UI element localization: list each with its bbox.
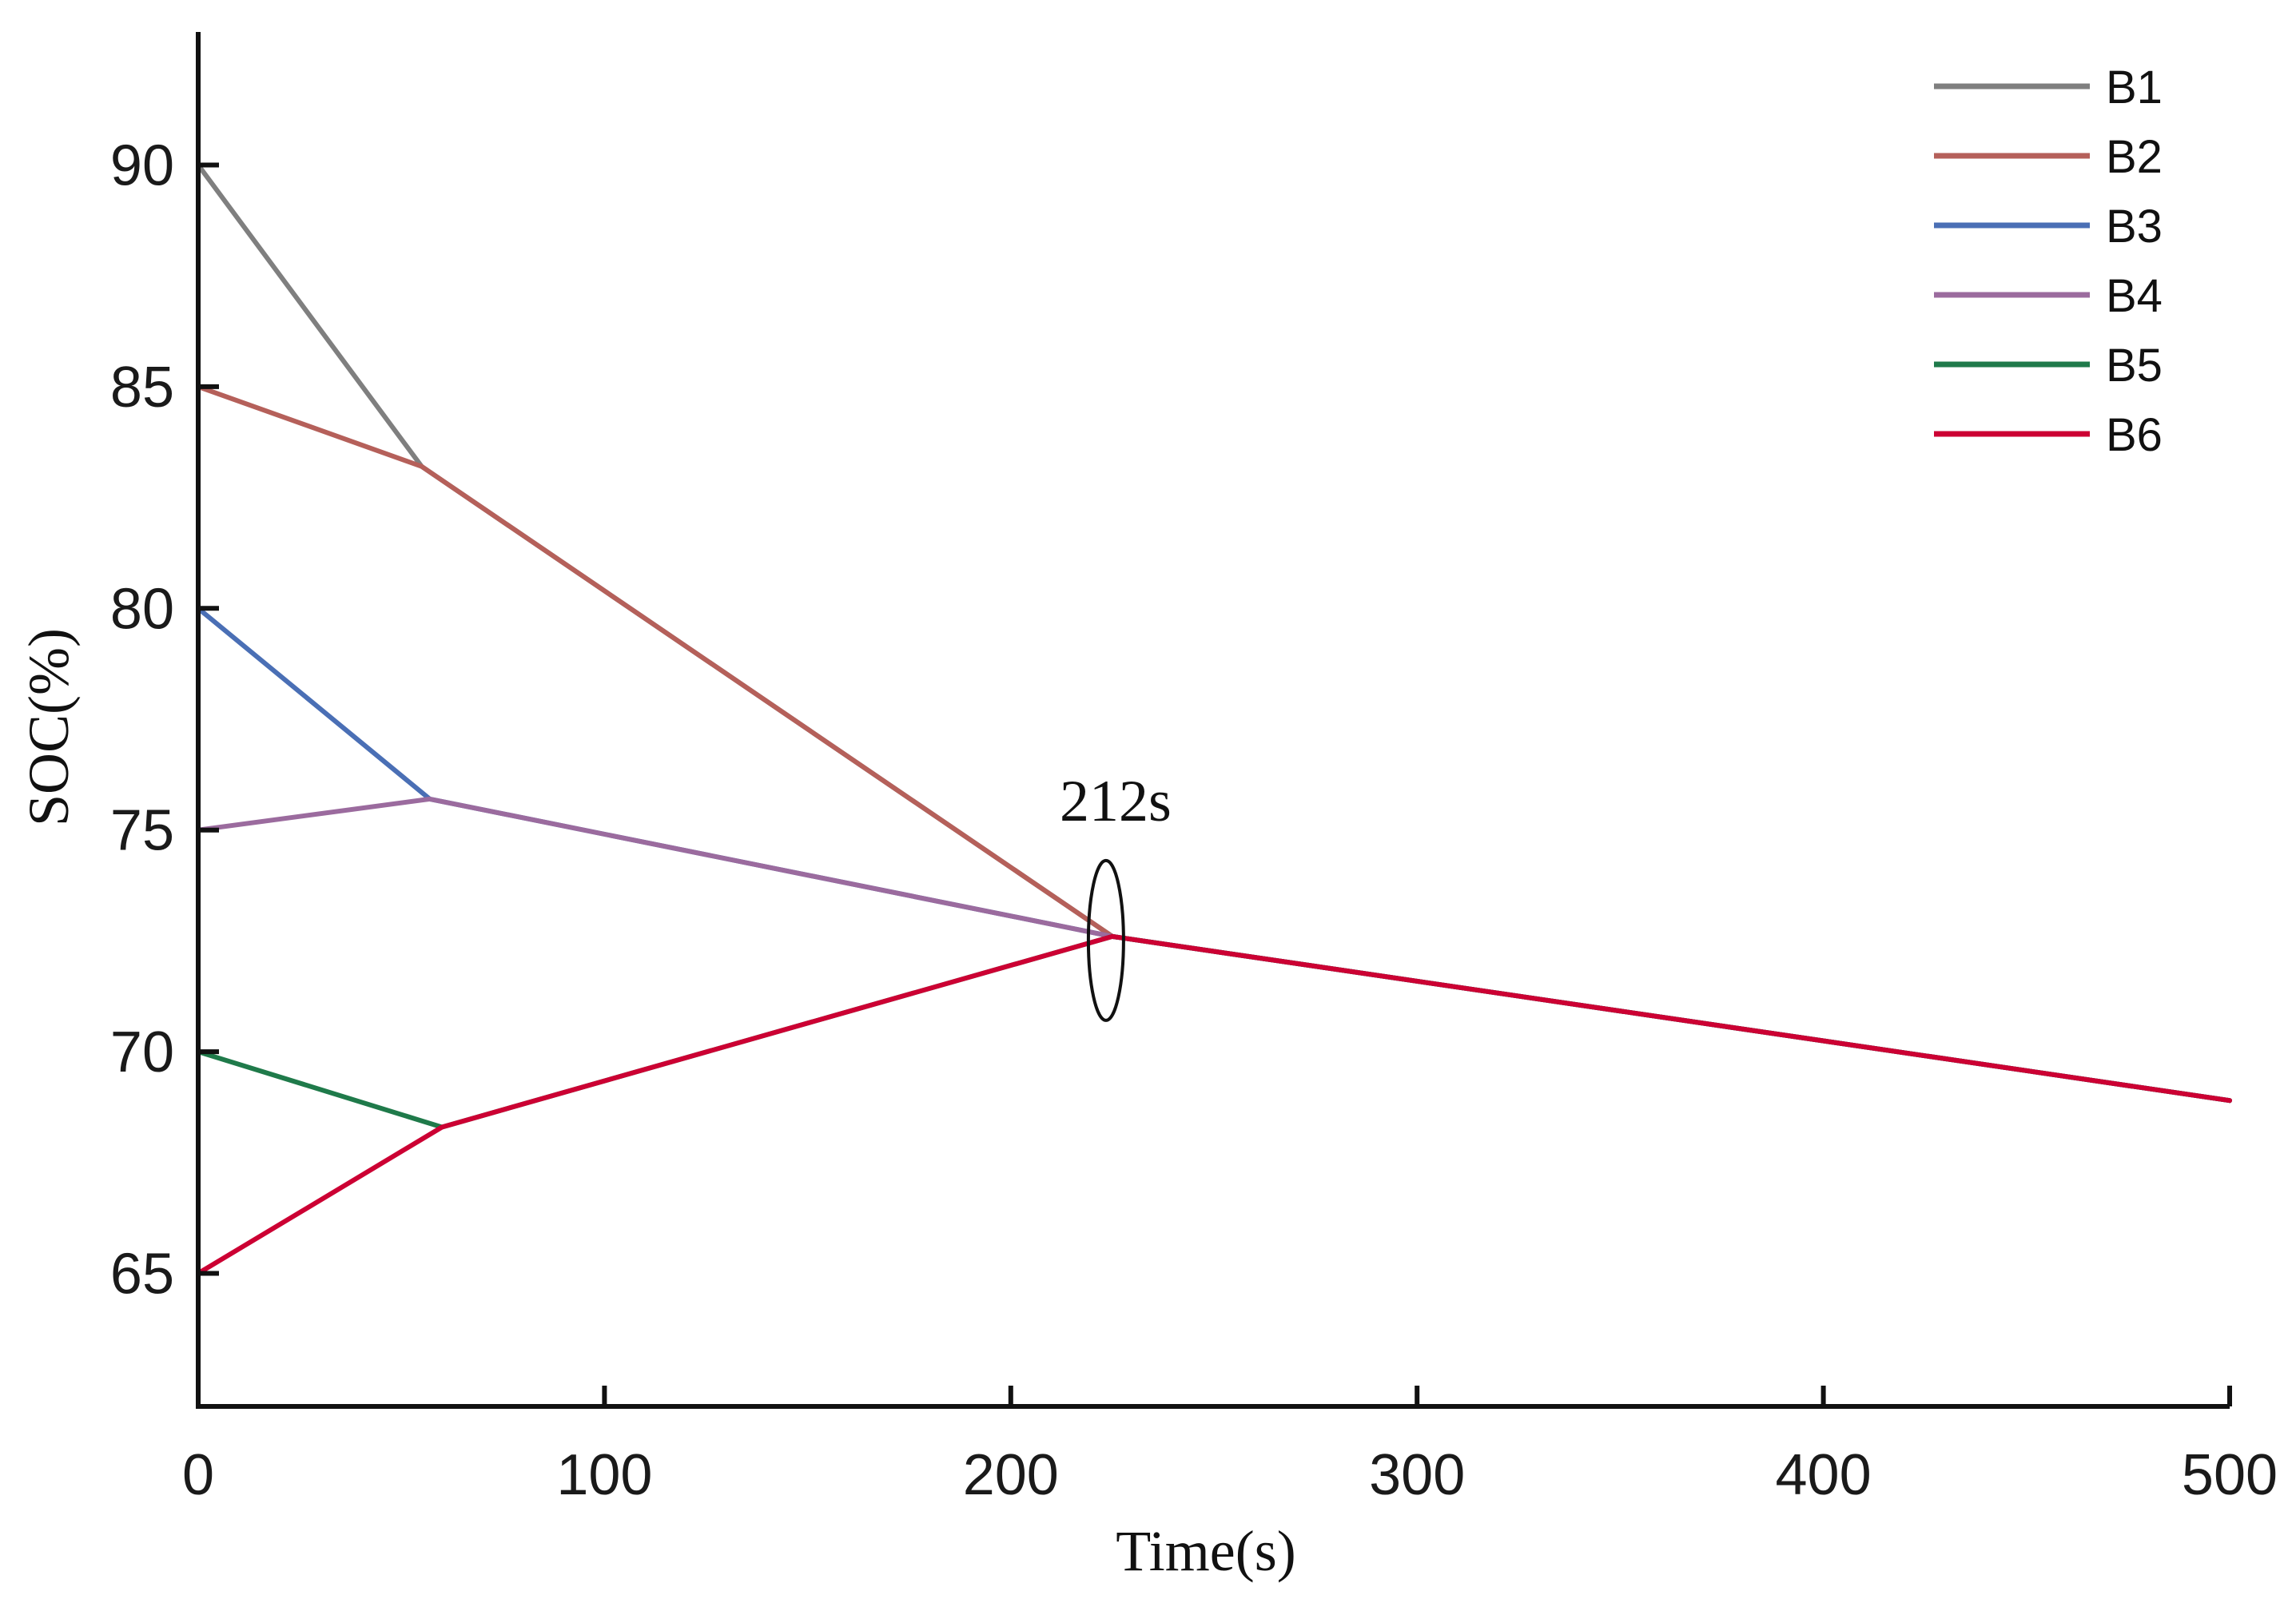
x-tick-label-0: 0 bbox=[182, 1443, 214, 1507]
x-axis-title: Time(s) bbox=[1116, 1519, 1295, 1583]
annotations: 212s bbox=[1060, 769, 1172, 1022]
axes: 0 100 200 300 400 500 65 70 75 80 85 90 Time(s) SOC(%… bbox=[17, 32, 2278, 1583]
x-tick-label-400: 400 bbox=[1776, 1443, 1872, 1507]
series-line-b5 bbox=[196, 933, 2232, 1130]
legend-label-b5: B5 bbox=[2106, 340, 2163, 392]
legend-label-b3: B3 bbox=[2106, 201, 2163, 253]
x-tick-label-300: 300 bbox=[1369, 1443, 1465, 1507]
legend-label-b6: B6 bbox=[2106, 409, 2163, 461]
x-tick-label-500: 500 bbox=[2182, 1443, 2278, 1507]
series-line-b1 bbox=[196, 162, 2232, 1104]
y-tick-label-80: 80 bbox=[110, 577, 174, 641]
series-lines bbox=[196, 162, 2232, 1276]
x-tick-label-200: 200 bbox=[963, 1443, 1059, 1507]
annotation-label: 212s bbox=[1060, 769, 1172, 834]
legend: B1 B2 B3 B4 B5 B6 bbox=[1934, 62, 2163, 461]
y-tick-label-90: 90 bbox=[110, 133, 174, 197]
series-line-b3 bbox=[196, 606, 2232, 1104]
legend-label-b4: B4 bbox=[2106, 270, 2163, 322]
series-line-b2 bbox=[196, 384, 2232, 1104]
y-tick-label-85: 85 bbox=[110, 356, 174, 420]
legend-label-b2: B2 bbox=[2106, 131, 2163, 183]
series-line-b6 bbox=[196, 933, 2232, 1276]
convergence-ellipse bbox=[1086, 858, 1125, 1022]
x-tick-label-100: 100 bbox=[556, 1443, 652, 1507]
legend-label-b1: B1 bbox=[2106, 62, 2163, 113]
y-axis-title: SOC(%) bbox=[17, 628, 81, 826]
y-tick-label-65: 65 bbox=[110, 1243, 174, 1307]
y-tick-label-75: 75 bbox=[110, 799, 174, 863]
y-tick-label-70: 70 bbox=[110, 1020, 174, 1084]
